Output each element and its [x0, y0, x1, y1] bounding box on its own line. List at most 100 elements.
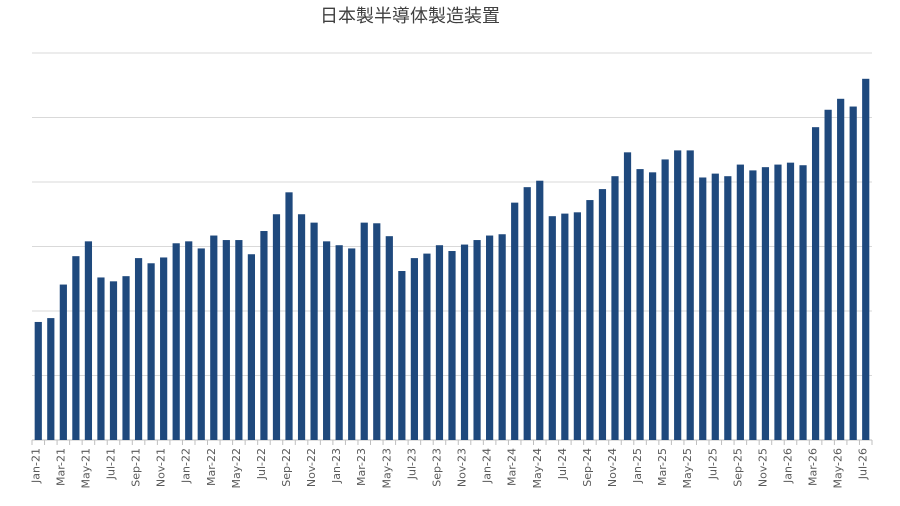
x-tick-label: May-23 — [380, 448, 393, 489]
x-tick-label: Sep-25 — [731, 448, 744, 487]
bar — [109, 281, 118, 440]
x-tick-label: Jan-26 — [782, 448, 795, 484]
bar — [837, 98, 845, 441]
bar — [34, 321, 42, 440]
bar — [285, 192, 293, 440]
bar — [423, 253, 431, 440]
bar — [711, 173, 719, 441]
bar — [811, 127, 820, 441]
x-tick-label: Mar-21 — [54, 448, 67, 486]
bar — [272, 214, 281, 440]
bar — [160, 257, 168, 440]
x-tick-label: Sep-24 — [581, 448, 594, 487]
x-tick-label: Sep-22 — [280, 448, 293, 487]
bar — [761, 167, 770, 441]
x-tick-label: Jul-26 — [857, 448, 870, 480]
bar — [523, 187, 531, 440]
bar — [47, 318, 55, 440]
bar — [172, 243, 180, 440]
bar — [786, 162, 795, 440]
bar — [448, 251, 456, 440]
bar — [862, 78, 870, 441]
bar — [674, 150, 682, 440]
bar — [824, 109, 832, 440]
bar — [849, 106, 857, 440]
bar — [222, 240, 230, 440]
x-tick-label: May-26 — [832, 448, 845, 489]
bar — [598, 189, 607, 440]
bar — [147, 263, 155, 440]
bar — [799, 165, 807, 441]
bar — [185, 241, 193, 440]
bar — [297, 214, 306, 440]
bar — [323, 241, 331, 440]
bar — [623, 152, 632, 440]
x-tick-label: Jul-22 — [255, 448, 268, 480]
bar — [686, 150, 694, 440]
bar — [486, 235, 494, 440]
bar — [385, 236, 393, 440]
bar — [97, 277, 105, 440]
x-tick-label: Sep-23 — [430, 448, 443, 487]
bar — [260, 231, 268, 440]
bar — [573, 212, 581, 440]
bar — [360, 222, 368, 440]
x-tick-label: Mar-22 — [205, 448, 218, 486]
bar — [749, 170, 757, 440]
x-tick-label: May-21 — [79, 448, 92, 489]
x-tick-label: Jan-21 — [29, 448, 42, 484]
x-tick-label: Jan-25 — [631, 448, 644, 484]
x-tick-label: Nov-22 — [305, 448, 318, 487]
bar — [59, 284, 67, 440]
bar — [511, 202, 519, 440]
bar — [536, 180, 544, 440]
bar — [348, 248, 356, 440]
bar — [661, 159, 669, 441]
x-tick-label: Jul-25 — [706, 448, 719, 480]
x-tick-label: Mar-24 — [506, 448, 519, 486]
bar — [210, 235, 218, 440]
bar — [398, 271, 406, 440]
bar — [310, 222, 318, 440]
x-tick-label: Jul-23 — [405, 448, 418, 480]
x-tick-label: Mar-25 — [656, 448, 669, 486]
bar — [699, 177, 707, 441]
x-tick-label: Mar-23 — [355, 448, 368, 486]
bar — [611, 176, 619, 440]
x-tick-label: Jan-23 — [330, 448, 343, 484]
bar — [774, 164, 782, 440]
x-tick-label: May-22 — [230, 448, 243, 489]
x-tick-label: Jul-21 — [104, 448, 117, 480]
bar — [636, 169, 644, 440]
bar — [498, 234, 506, 440]
bar — [473, 240, 481, 440]
bar — [122, 276, 130, 440]
bar — [648, 172, 657, 440]
x-tick-label: Nov-21 — [155, 448, 168, 487]
x-tick-label: Nov-23 — [456, 448, 469, 487]
bar — [373, 223, 381, 440]
bar — [586, 200, 594, 440]
bar — [247, 254, 256, 440]
chart-title: 日本製半導体製造装置 — [320, 6, 500, 27]
x-tick-label: Jan-22 — [180, 448, 193, 484]
x-tick-label: May-25 — [681, 448, 694, 489]
bar — [72, 256, 80, 440]
bar — [410, 258, 418, 440]
bar — [84, 241, 93, 440]
x-tick-label: Jul-24 — [556, 448, 569, 480]
bar — [561, 213, 569, 440]
x-tick-label: May-24 — [531, 448, 544, 489]
x-tick-label: Mar-26 — [807, 448, 820, 486]
bar — [335, 245, 343, 440]
x-tick-label: Sep-21 — [130, 448, 143, 487]
bar — [435, 245, 444, 440]
bar — [134, 258, 143, 440]
bar — [197, 248, 205, 440]
bar — [548, 216, 556, 440]
x-tick-label: Nov-24 — [606, 448, 619, 487]
bar — [736, 164, 744, 440]
x-tick-label: Nov-25 — [756, 448, 769, 487]
x-tick-label: Jan-24 — [481, 448, 494, 484]
